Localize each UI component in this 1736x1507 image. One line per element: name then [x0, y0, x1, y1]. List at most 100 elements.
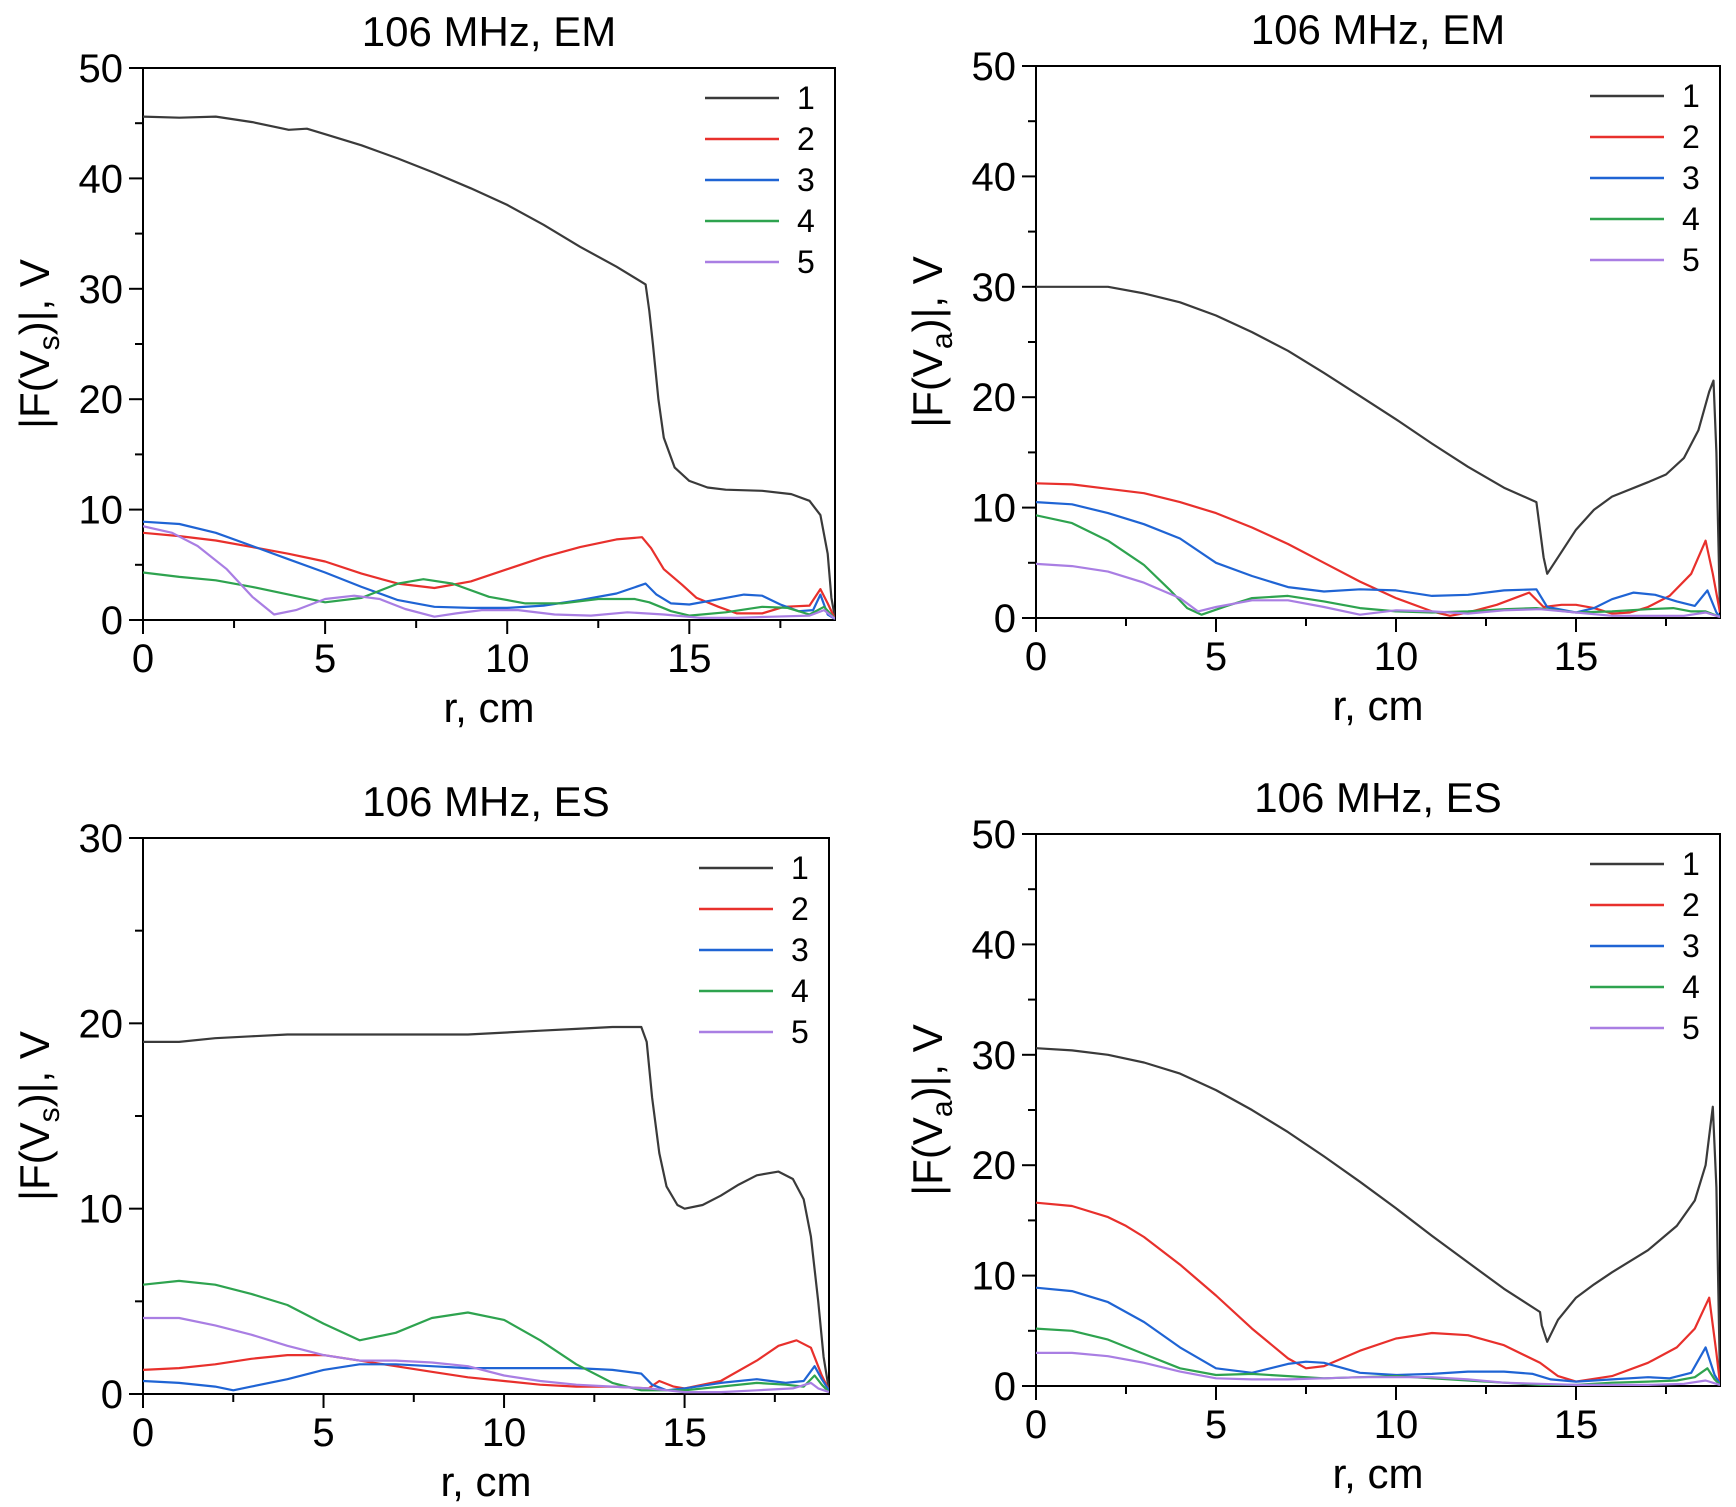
y-axis-label-subscript: s — [33, 1107, 66, 1122]
legend-label-4: 4 — [1682, 201, 1700, 237]
legend-label-4: 4 — [797, 203, 815, 239]
y-axis-label-subscript: a — [926, 332, 959, 349]
legend-label-2: 2 — [1682, 887, 1700, 923]
plot-frame — [1035, 833, 1721, 1387]
legend-label-3: 3 — [797, 162, 815, 198]
y-axis-label-prefix: |F(V — [11, 350, 58, 429]
legend-label-3: 3 — [791, 932, 809, 968]
y-axis-label: |F(Vs)|, V — [11, 259, 66, 429]
chart-title: 106 MHz, ES — [362, 778, 609, 825]
legend-label-1: 1 — [1682, 78, 1700, 114]
legend-label-3: 3 — [1682, 160, 1700, 196]
y-tick-label: 0 — [101, 599, 123, 643]
plot-frame — [142, 837, 830, 1395]
y-tick-label: 40 — [79, 157, 124, 201]
y-axis-label-subscript: s — [33, 335, 66, 350]
x-tick-label: 5 — [1205, 1403, 1227, 1447]
y-tick-label: 0 — [994, 597, 1016, 641]
y-tick-label: 20 — [79, 1002, 124, 1046]
series-line-2 — [1036, 1201, 1720, 1384]
series-line-1 — [143, 115, 835, 618]
series-line-5 — [143, 1316, 829, 1394]
y-tick-label: 30 — [972, 266, 1017, 310]
y-axis-label-suffix: )|, V — [11, 1031, 58, 1107]
chart-title: 106 MHz, EM — [1251, 6, 1505, 53]
chart-title: 106 MHz, ES — [1254, 774, 1501, 821]
y-tick-label: 40 — [972, 155, 1017, 199]
x-tick-label: 0 — [1025, 635, 1047, 679]
series-line-1 — [143, 1025, 829, 1391]
x-tick-label: 0 — [132, 637, 154, 681]
x-tick-label: 5 — [312, 1411, 334, 1455]
series-line-3 — [1036, 1286, 1720, 1385]
x-tick-label: 10 — [482, 1411, 527, 1455]
series-line-2 — [143, 1339, 829, 1391]
x-tick-label: 15 — [1554, 635, 1599, 679]
series-line-5 — [143, 525, 835, 620]
y-tick-label: 30 — [79, 268, 124, 312]
legend-label-5: 5 — [1682, 242, 1700, 278]
legend-label-3: 3 — [1682, 928, 1700, 964]
series-line-3 — [143, 520, 835, 620]
x-tick-label: 15 — [1554, 1403, 1599, 1447]
series-line-3 — [143, 1363, 829, 1392]
series-line-1 — [1036, 285, 1720, 613]
series-line-2 — [143, 531, 835, 620]
y-tick-label: 50 — [79, 47, 124, 91]
y-tick-label: 10 — [79, 489, 124, 533]
y-axis-label-prefix: |F(V — [904, 349, 951, 428]
series-line-4 — [143, 571, 835, 620]
y-tick-label: 10 — [972, 1255, 1017, 1299]
y-axis-label: |F(Va)|, V — [904, 1024, 959, 1196]
series-line-2 — [1036, 482, 1720, 617]
x-tick-label: 15 — [667, 637, 712, 681]
y-axis-label-suffix: )|, V — [904, 1024, 951, 1100]
y-axis-label: |F(Vs)|, V — [11, 1031, 66, 1201]
legend-label-5: 5 — [1682, 1010, 1700, 1046]
series-line-1 — [1036, 1047, 1720, 1381]
series-line-5 — [1036, 1351, 1720, 1386]
legend-label-4: 4 — [791, 973, 809, 1009]
y-axis-label-prefix: |F(V — [11, 1122, 58, 1201]
series-line-4 — [143, 1279, 829, 1393]
x-tick-label: 0 — [132, 1411, 154, 1455]
legend-label-5: 5 — [791, 1014, 809, 1050]
series-line-5 — [1036, 562, 1720, 618]
legend-label-4: 4 — [1682, 969, 1700, 1005]
chart-title: 106 MHz, EM — [362, 8, 616, 55]
y-tick-label: 0 — [101, 1373, 123, 1417]
y-tick-label: 50 — [972, 813, 1017, 857]
legend-label-1: 1 — [791, 850, 809, 886]
y-axis-label-prefix: |F(V — [904, 1117, 951, 1196]
legend-label-1: 1 — [797, 80, 815, 116]
x-axis-label: r, cm — [1333, 682, 1424, 729]
y-tick-label: 30 — [79, 817, 124, 861]
y-tick-label: 20 — [972, 376, 1017, 420]
y-tick-label: 0 — [994, 1365, 1016, 1409]
y-tick-label: 40 — [972, 923, 1017, 967]
x-tick-label: 10 — [1374, 1403, 1419, 1447]
y-tick-label: 10 — [79, 1188, 124, 1232]
legend-label-2: 2 — [791, 891, 809, 927]
legend-label-5: 5 — [797, 244, 815, 280]
x-axis-label: r, cm — [1333, 1450, 1424, 1497]
y-tick-label: 50 — [972, 45, 1017, 89]
y-tick-label: 10 — [972, 487, 1017, 531]
x-axis-label: r, cm — [441, 1458, 532, 1505]
x-tick-label: 5 — [1205, 635, 1227, 679]
legend-label-1: 1 — [1682, 846, 1700, 882]
y-axis-label-subscript: a — [926, 1100, 959, 1117]
y-axis-label-suffix: )|, V — [904, 256, 951, 332]
y-tick-label: 30 — [972, 1034, 1017, 1078]
x-tick-label: 0 — [1025, 1403, 1047, 1447]
plot-frame — [142, 67, 836, 621]
y-axis-label: |F(Va)|, V — [904, 256, 959, 428]
x-tick-label: 10 — [485, 637, 530, 681]
x-tick-label: 15 — [662, 1411, 707, 1455]
y-tick-label: 20 — [79, 378, 124, 422]
